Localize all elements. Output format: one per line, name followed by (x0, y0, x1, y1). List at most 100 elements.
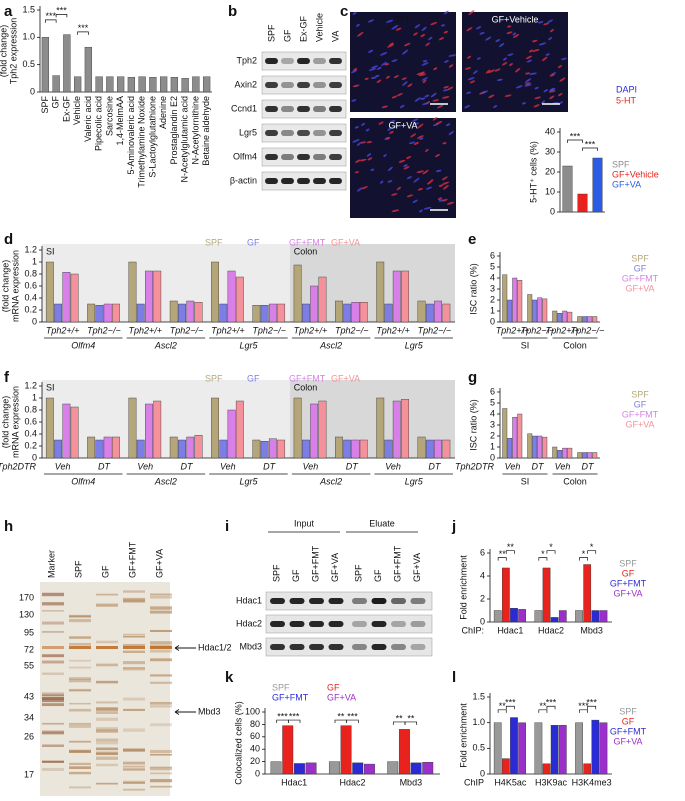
texture (391, 95, 397, 99)
bar (557, 450, 563, 459)
texture (424, 94, 430, 98)
bar (577, 316, 583, 323)
gel-band (123, 590, 145, 593)
blot-band (410, 644, 426, 650)
texture (370, 168, 375, 171)
blot-band (270, 598, 285, 604)
x-tick-label: DT (98, 461, 111, 471)
x-tick-label: Tph2−/− (170, 325, 204, 335)
sig-bracket (579, 709, 588, 713)
blot-band (265, 154, 278, 160)
gel-band (150, 658, 172, 662)
bar (534, 722, 543, 775)
texture (361, 186, 368, 190)
texture (385, 75, 390, 79)
x-tick-label: DT (532, 461, 545, 471)
bar (359, 302, 368, 323)
bar (583, 763, 592, 775)
gel-band (123, 728, 145, 732)
blot-band (265, 130, 278, 136)
bar (537, 435, 543, 459)
panel-label: e (468, 231, 476, 248)
y-tick-label: 0.6 (24, 280, 37, 290)
bar (95, 305, 104, 323)
bar (70, 406, 79, 459)
texture (413, 177, 420, 183)
bar (87, 303, 96, 323)
blot-band (270, 621, 285, 627)
bar (575, 722, 583, 775)
blot-band (313, 130, 326, 136)
blot-band (329, 58, 342, 64)
texture (422, 102, 429, 106)
blot-band (309, 621, 324, 627)
texture (417, 187, 424, 191)
bar (268, 438, 277, 459)
gel-band (150, 646, 172, 649)
texture (423, 207, 432, 210)
texture (413, 142, 419, 145)
gel-band (123, 644, 145, 647)
blot-band (329, 130, 342, 136)
texture (403, 42, 411, 47)
blot-band (265, 178, 278, 184)
y-tick-label: 1.0 (472, 717, 485, 727)
bar (186, 436, 195, 459)
gel-band (69, 676, 91, 681)
gel-band (123, 748, 145, 752)
texture (485, 36, 492, 41)
bar (434, 439, 442, 459)
x-tick-label: Pipecolic acid (94, 96, 104, 151)
gel-band (42, 761, 64, 763)
gel-band (42, 703, 64, 707)
bar (335, 300, 343, 323)
texture (414, 24, 421, 29)
texture (406, 194, 414, 198)
y-axis-label: (fold change) (0, 396, 10, 449)
gel-band (123, 597, 145, 601)
bar (442, 303, 451, 323)
bar (591, 610, 600, 623)
texture (480, 90, 489, 95)
texture (418, 73, 427, 77)
bar (502, 758, 510, 775)
texture (498, 42, 505, 48)
gene-label: Ascl2 (319, 340, 342, 350)
sig-label: *** (277, 711, 288, 721)
blot-band (297, 82, 310, 88)
lane-label: VA (330, 31, 340, 42)
x-tick-label: Betaine aldehyde (201, 96, 211, 166)
y-tick-label: 0 (480, 616, 485, 626)
lane-label: Vehicle (314, 13, 324, 42)
bar (178, 303, 186, 323)
x-tick-label: Hdac1 (281, 777, 307, 787)
gel-band (96, 717, 118, 721)
sig-label: ** (499, 701, 507, 711)
gel-band (69, 615, 91, 618)
gel-band (42, 602, 64, 606)
sig-bracket (77, 31, 89, 35)
gel-band (69, 722, 91, 726)
x-tick-label: Tph2+/+ (46, 325, 80, 335)
texture (393, 75, 399, 79)
texture (368, 68, 377, 71)
texture (559, 77, 566, 82)
texture (386, 19, 394, 23)
sig-label: *** (570, 131, 581, 141)
texture (389, 130, 394, 134)
y-tick-label: 0.5 (22, 59, 35, 69)
gel-band (42, 697, 64, 700)
gel-band (150, 658, 172, 662)
blot-band (297, 130, 310, 136)
texture (506, 31, 513, 35)
texture (543, 89, 548, 93)
texture (420, 34, 426, 38)
y-tick-label: 0 (32, 452, 37, 462)
texture (444, 60, 449, 63)
gel-band (150, 749, 172, 753)
gel-band (96, 646, 118, 649)
gel-band (69, 666, 91, 669)
gel-band (42, 621, 64, 625)
bar (293, 264, 302, 323)
texture (436, 169, 442, 173)
